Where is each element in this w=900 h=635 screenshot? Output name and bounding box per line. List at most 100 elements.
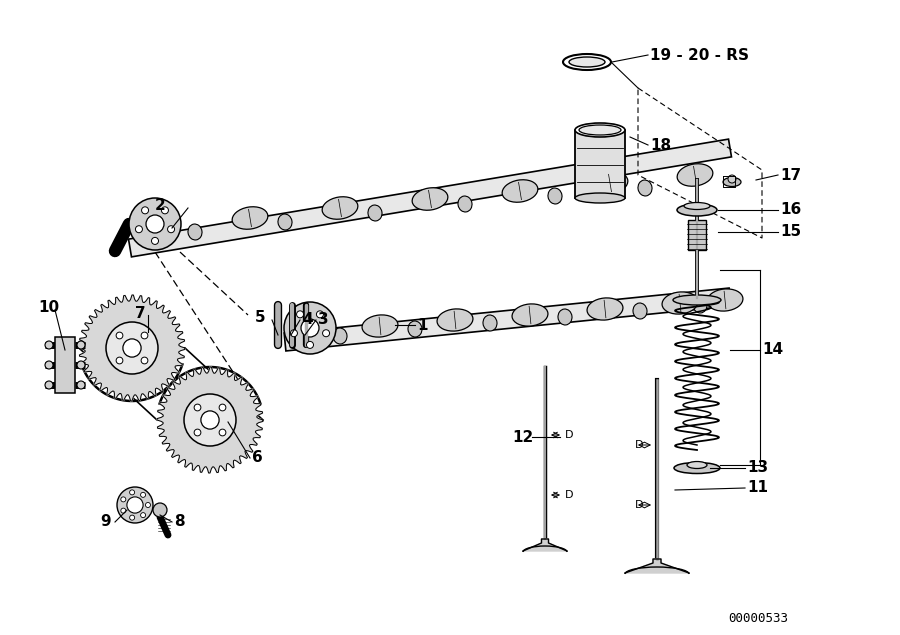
Ellipse shape bbox=[638, 180, 652, 196]
Ellipse shape bbox=[333, 328, 347, 344]
Ellipse shape bbox=[502, 180, 538, 202]
Text: 2: 2 bbox=[155, 197, 166, 213]
Text: 14: 14 bbox=[762, 342, 783, 358]
Ellipse shape bbox=[579, 125, 621, 135]
Circle shape bbox=[45, 381, 53, 389]
Ellipse shape bbox=[483, 315, 497, 331]
Text: 4: 4 bbox=[302, 312, 312, 328]
Circle shape bbox=[184, 394, 236, 446]
Ellipse shape bbox=[563, 54, 611, 70]
Text: D: D bbox=[565, 430, 573, 440]
Polygon shape bbox=[625, 559, 689, 573]
Ellipse shape bbox=[592, 171, 628, 194]
Circle shape bbox=[219, 404, 226, 411]
Circle shape bbox=[106, 322, 158, 374]
Circle shape bbox=[167, 225, 175, 232]
Circle shape bbox=[153, 503, 167, 517]
Text: D: D bbox=[635, 440, 644, 450]
Text: 00000533: 00000533 bbox=[728, 612, 788, 624]
Ellipse shape bbox=[569, 57, 605, 67]
Text: 11: 11 bbox=[747, 481, 768, 495]
Circle shape bbox=[140, 512, 146, 518]
Circle shape bbox=[127, 497, 143, 513]
Circle shape bbox=[317, 311, 323, 318]
Ellipse shape bbox=[677, 164, 713, 186]
Circle shape bbox=[151, 237, 158, 244]
Polygon shape bbox=[129, 139, 732, 257]
Circle shape bbox=[194, 404, 201, 411]
Circle shape bbox=[201, 411, 219, 429]
Text: 17: 17 bbox=[780, 168, 801, 182]
Bar bbox=[55, 337, 75, 393]
Ellipse shape bbox=[587, 298, 623, 320]
Circle shape bbox=[121, 497, 126, 502]
Ellipse shape bbox=[368, 205, 382, 221]
Text: 8: 8 bbox=[174, 514, 184, 530]
Circle shape bbox=[77, 361, 85, 369]
Circle shape bbox=[77, 381, 85, 389]
Text: 12: 12 bbox=[512, 429, 533, 444]
Ellipse shape bbox=[662, 292, 698, 314]
Ellipse shape bbox=[693, 297, 707, 313]
Text: 10: 10 bbox=[38, 300, 59, 316]
Ellipse shape bbox=[723, 178, 741, 187]
Ellipse shape bbox=[278, 214, 292, 230]
Circle shape bbox=[284, 302, 336, 354]
Circle shape bbox=[116, 357, 123, 364]
Circle shape bbox=[728, 175, 736, 183]
Text: 18: 18 bbox=[650, 138, 671, 152]
Circle shape bbox=[301, 319, 319, 337]
Circle shape bbox=[140, 492, 146, 497]
Circle shape bbox=[141, 357, 148, 364]
Circle shape bbox=[123, 339, 141, 357]
Text: 15: 15 bbox=[780, 225, 801, 239]
Text: 9: 9 bbox=[100, 514, 111, 530]
Ellipse shape bbox=[575, 193, 625, 203]
Ellipse shape bbox=[408, 321, 422, 337]
Circle shape bbox=[307, 342, 313, 349]
Circle shape bbox=[161, 207, 168, 214]
Circle shape bbox=[141, 332, 148, 339]
Text: 1: 1 bbox=[417, 318, 428, 333]
Ellipse shape bbox=[362, 315, 398, 337]
Circle shape bbox=[297, 311, 303, 318]
Ellipse shape bbox=[687, 462, 707, 469]
Ellipse shape bbox=[188, 224, 202, 240]
Polygon shape bbox=[284, 288, 731, 351]
Text: 16: 16 bbox=[780, 203, 801, 218]
Circle shape bbox=[219, 429, 226, 436]
Text: 6: 6 bbox=[252, 450, 263, 465]
Ellipse shape bbox=[633, 303, 647, 319]
Ellipse shape bbox=[673, 295, 721, 305]
Ellipse shape bbox=[684, 203, 710, 210]
Ellipse shape bbox=[458, 196, 472, 212]
Circle shape bbox=[116, 332, 123, 339]
Ellipse shape bbox=[437, 309, 472, 331]
Text: D: D bbox=[565, 490, 573, 500]
Text: 5: 5 bbox=[255, 311, 266, 326]
Polygon shape bbox=[157, 367, 263, 473]
Text: 7: 7 bbox=[135, 305, 146, 321]
Circle shape bbox=[141, 207, 149, 214]
Circle shape bbox=[45, 341, 53, 349]
Bar bbox=[575, 130, 625, 198]
Bar bbox=[688, 220, 706, 250]
Circle shape bbox=[146, 215, 164, 233]
Circle shape bbox=[146, 502, 150, 507]
Circle shape bbox=[194, 429, 201, 436]
Circle shape bbox=[129, 198, 181, 250]
Ellipse shape bbox=[677, 204, 717, 216]
Ellipse shape bbox=[575, 123, 625, 137]
Circle shape bbox=[130, 490, 135, 495]
Text: 13: 13 bbox=[747, 460, 768, 476]
Ellipse shape bbox=[232, 207, 268, 229]
Polygon shape bbox=[523, 539, 567, 551]
Ellipse shape bbox=[548, 188, 562, 204]
Text: 3: 3 bbox=[318, 312, 328, 328]
Circle shape bbox=[117, 487, 153, 523]
Circle shape bbox=[291, 330, 297, 337]
Circle shape bbox=[77, 341, 85, 349]
Ellipse shape bbox=[707, 289, 742, 311]
Ellipse shape bbox=[512, 304, 548, 326]
Ellipse shape bbox=[412, 188, 448, 210]
